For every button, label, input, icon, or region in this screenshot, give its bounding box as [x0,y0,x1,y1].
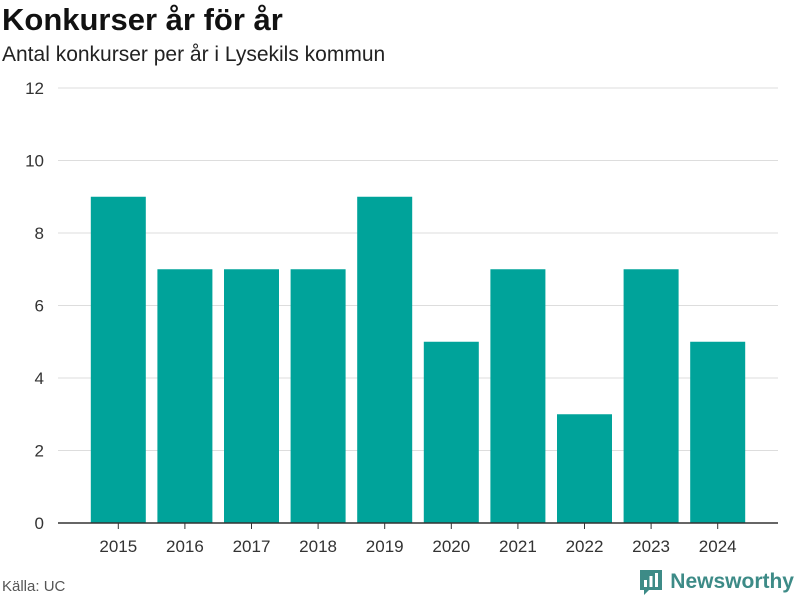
x-tick-label: 2019 [366,537,404,556]
chart-subtitle: Antal konkurser per år i Lysekils kommun [2,43,386,66]
x-tick-label: 2022 [566,537,604,556]
bar [423,341,479,523]
brand-name: Newsworthy [670,570,794,593]
bar [357,196,413,523]
x-tick-label: 2018 [299,537,337,556]
source-note: Källa: UC [2,578,66,595]
bar [690,341,746,523]
x-tick-label: 2021 [499,537,537,556]
y-tick-label: 4 [35,369,44,388]
y-tick-label: 10 [25,152,44,171]
x-tick-label: 2024 [699,537,737,556]
x-tick-label: 2015 [99,537,137,556]
x-tick-label: 2016 [166,537,204,556]
y-tick-label: 0 [35,514,44,533]
x-tick-label: 2017 [233,537,271,556]
y-tick-label: 12 [25,79,44,98]
chart-title: Konkurser år för år [2,2,283,37]
brand-logo: Newsworthy [638,568,794,596]
y-tick-label: 2 [35,442,44,461]
y-tick-label: 6 [35,297,44,316]
bar [90,196,146,523]
newsworthy-icon [640,570,663,595]
bar [557,414,612,523]
bar [623,269,679,523]
bar [224,269,279,523]
y-tick-label: 8 [35,224,44,243]
bar [157,269,213,523]
x-tick-label: 2023 [632,537,670,556]
x-tick-label: 2020 [432,537,470,556]
bar [290,269,346,523]
bar [490,269,546,523]
